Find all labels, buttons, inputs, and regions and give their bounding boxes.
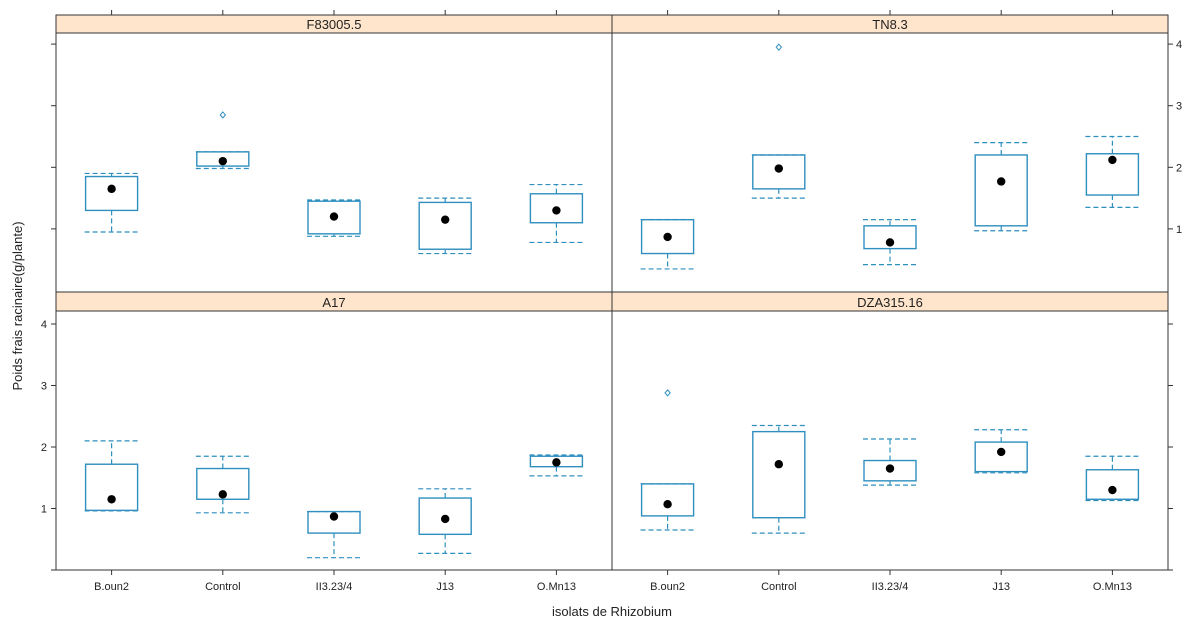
panel-frame bbox=[55, 14, 1169, 571]
box-rect bbox=[752, 154, 806, 190]
mean-point bbox=[885, 464, 895, 473]
box-rect bbox=[84, 463, 139, 512]
panel-2 bbox=[84, 440, 584, 559]
box-rect bbox=[307, 510, 361, 534]
y-tick-label-right: 2 bbox=[1176, 162, 1182, 174]
box-rect bbox=[84, 175, 139, 212]
x-tick-label: O.Mn13 bbox=[537, 581, 576, 593]
mean-point bbox=[329, 212, 339, 221]
mean-point bbox=[441, 215, 450, 224]
box-rect bbox=[640, 218, 695, 255]
outlier-point bbox=[775, 43, 783, 51]
mean-point bbox=[552, 206, 561, 215]
box-rect bbox=[529, 193, 584, 224]
box-rect bbox=[752, 430, 806, 519]
panel-title: F83005.5 bbox=[307, 17, 362, 32]
box-rect bbox=[307, 200, 361, 235]
box-rect bbox=[418, 201, 472, 250]
box-rect bbox=[529, 455, 584, 468]
x-tick-label: II3.23/4 bbox=[316, 581, 353, 593]
panel-plots bbox=[84, 43, 1140, 559]
mean-point bbox=[774, 460, 783, 469]
panel-0 bbox=[84, 111, 584, 255]
axes: 1 1 2 2 3 3 4 4 B.oun2 Control II3.23/4 J13 O.Mn13 B.… bbox=[41, 10, 1182, 593]
panel-title: A17 bbox=[322, 295, 345, 310]
box-B.oun2 bbox=[84, 172, 139, 233]
y-tick-label-left: 1 bbox=[41, 504, 47, 516]
x-tick-label: O.Mn13 bbox=[1093, 581, 1132, 593]
mean-point bbox=[1108, 155, 1117, 165]
mean-point bbox=[663, 232, 672, 242]
box-J13 bbox=[974, 429, 1029, 474]
mean-point bbox=[107, 184, 116, 194]
mean-point bbox=[997, 447, 1006, 457]
box-B.oun2 bbox=[84, 440, 139, 512]
box-rect bbox=[974, 441, 1028, 473]
box-O.Mn13 bbox=[529, 454, 584, 477]
box-II3.23/4 bbox=[307, 199, 361, 237]
box-rect bbox=[196, 151, 250, 167]
panel-title: DZA315.16 bbox=[857, 295, 923, 310]
x-tick-label: B.oun2 bbox=[94, 581, 129, 593]
mean-point bbox=[997, 177, 1006, 186]
box-rect bbox=[1085, 153, 1140, 196]
mean-point bbox=[329, 512, 339, 521]
y-axis-label: Poids frais racinaire(g/plante) bbox=[10, 221, 25, 390]
panel-1 bbox=[640, 43, 1140, 270]
x-tick-label: Control bbox=[761, 581, 796, 593]
box-Control bbox=[751, 424, 806, 534]
box-J13 bbox=[418, 488, 473, 554]
mean-point bbox=[774, 164, 783, 173]
box-J13 bbox=[418, 197, 473, 255]
box-B.oun2 bbox=[640, 218, 695, 270]
box-II3.23/4 bbox=[863, 438, 917, 486]
box-O.Mn13 bbox=[1085, 135, 1140, 208]
box-Control bbox=[751, 43, 806, 199]
x-tick-label: J13 bbox=[436, 581, 454, 593]
box-Control bbox=[195, 455, 250, 514]
mean-point bbox=[885, 238, 895, 247]
box-II3.23/4 bbox=[863, 219, 917, 266]
box-B.oun2 bbox=[640, 389, 695, 531]
mean-point bbox=[552, 458, 561, 467]
mean-point bbox=[1108, 485, 1117, 495]
y-tick-label-right: 4 bbox=[1176, 39, 1182, 51]
box-rect bbox=[1085, 469, 1140, 500]
box-rect bbox=[418, 497, 472, 536]
box-J13 bbox=[974, 142, 1029, 232]
mean-point bbox=[107, 495, 116, 504]
panel-title: TN8.3 bbox=[872, 17, 907, 32]
x-tick-label: J13 bbox=[992, 581, 1010, 593]
y-tick-label-right: 1 bbox=[1176, 224, 1182, 236]
x-tick-label: Control bbox=[205, 581, 240, 593]
box-rect bbox=[974, 154, 1028, 227]
box-rect bbox=[196, 467, 250, 500]
box-O.Mn13 bbox=[1085, 455, 1140, 502]
mean-point bbox=[441, 514, 450, 524]
x-tick-label: B.oun2 bbox=[650, 581, 685, 593]
box-rect bbox=[863, 459, 917, 482]
outlier-point bbox=[219, 111, 227, 119]
y-tick-label-left: 3 bbox=[41, 381, 47, 393]
x-tick-label: II3.23/4 bbox=[872, 581, 909, 593]
box-Control bbox=[195, 111, 250, 170]
box-O.Mn13 bbox=[529, 183, 584, 244]
y-tick-label-right: 3 bbox=[1176, 101, 1182, 113]
box-rect bbox=[863, 225, 917, 250]
box-rect bbox=[640, 483, 695, 517]
y-tick-label-left: 4 bbox=[41, 319, 47, 331]
mean-point bbox=[218, 156, 227, 166]
box-II3.23/4 bbox=[307, 510, 361, 559]
mean-point bbox=[218, 490, 227, 499]
x-axis-label: isolats de Rhizobium bbox=[552, 604, 672, 619]
y-tick-label-left: 2 bbox=[41, 442, 47, 454]
outlier-point bbox=[664, 389, 671, 397]
panel-3 bbox=[640, 389, 1140, 534]
mean-point bbox=[663, 499, 672, 509]
